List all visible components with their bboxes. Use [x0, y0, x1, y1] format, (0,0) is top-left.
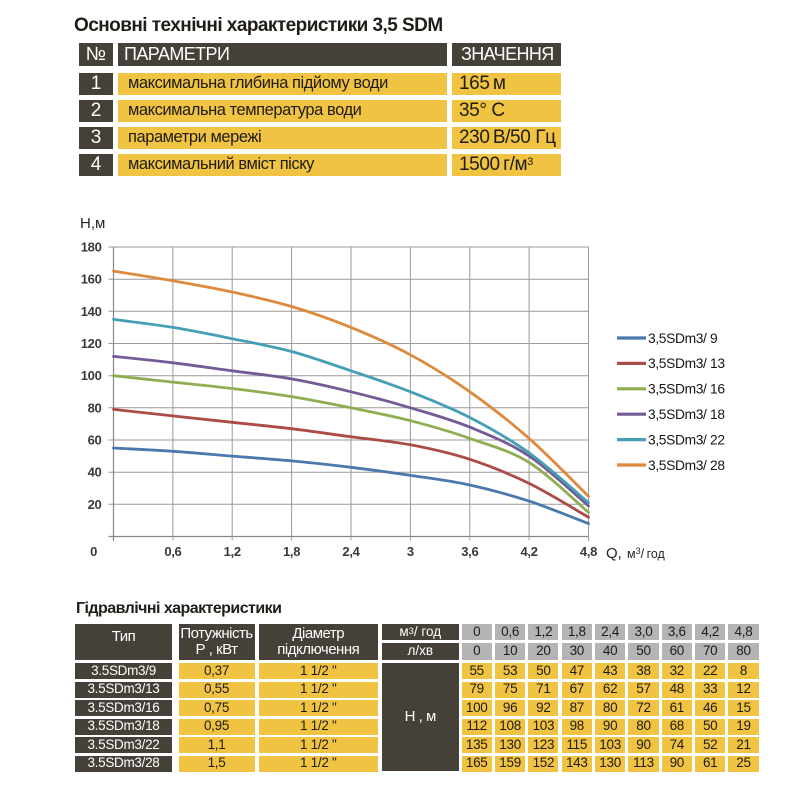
svg-text:0: 0	[90, 544, 97, 559]
svg-text:2,4: 2,4	[342, 544, 360, 559]
svg-text:0,6: 0,6	[164, 544, 181, 559]
svg-text:180: 180	[81, 240, 102, 255]
svg-text:20: 20	[88, 497, 102, 512]
svg-text:160: 160	[81, 272, 102, 287]
svg-text:Q,: Q,	[606, 545, 622, 562]
svg-text:3,5SDm3/ 22: 3,5SDm3/ 22	[648, 432, 725, 447]
svg-text:3,5SDm3/ 13: 3,5SDm3/ 13	[648, 356, 725, 371]
svg-text:100: 100	[81, 368, 102, 383]
svg-text:1,2: 1,2	[224, 544, 241, 559]
svg-text:80: 80	[88, 400, 102, 415]
svg-text:3,6: 3,6	[461, 544, 478, 559]
svg-text:3: 3	[407, 544, 414, 559]
svg-text:120: 120	[81, 336, 102, 351]
svg-text:60: 60	[88, 433, 102, 448]
svg-text:4,2: 4,2	[521, 544, 538, 559]
svg-text:40: 40	[88, 465, 102, 480]
svg-text:1,8: 1,8	[283, 544, 300, 559]
svg-text:140: 140	[81, 304, 102, 319]
svg-text:3,5SDm3/ 16: 3,5SDm3/ 16	[648, 382, 725, 397]
svg-text:4,8: 4,8	[580, 544, 597, 559]
svg-text:3,5SDm3/ 18: 3,5SDm3/ 18	[648, 407, 725, 422]
svg-text:Н,м: Н,м	[80, 215, 105, 232]
svg-text:3,5SDm3/ 9: 3,5SDm3/ 9	[648, 331, 718, 346]
svg-text:м3/ год: м3/ год	[627, 546, 666, 561]
svg-text:3,5SDm3/ 28: 3,5SDm3/ 28	[648, 458, 725, 473]
